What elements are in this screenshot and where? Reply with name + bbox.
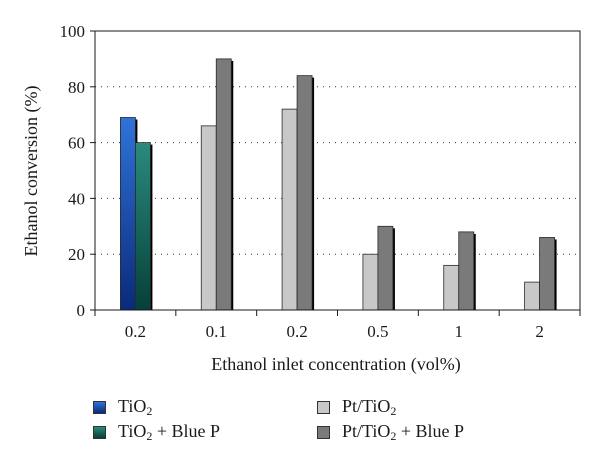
bar [215, 58, 232, 311]
legend-swatch-pt-tio2-blue-p [317, 426, 330, 439]
legend-item-pt-tio2-blue-p: Pt/TiO2 + Blue P [317, 421, 464, 444]
bar [200, 125, 217, 311]
bar [524, 281, 540, 311]
bar [458, 231, 475, 311]
bars [120, 58, 557, 311]
bar [362, 253, 379, 311]
legend-label-tio2: TiO2 [118, 396, 153, 418]
x-tick-label: 0.5 [367, 322, 388, 341]
axes: 0 20 40 60 80 100 0.2 0.1 0.2 0.5 1 2 [60, 22, 581, 341]
legend-item-tio2-blue-p: TiO2 + Blue P [93, 421, 220, 444]
legend-swatch-tio2-blue-p [93, 426, 106, 439]
legend-label-tio2-blue-p: TiO2 + Blue P [118, 421, 221, 443]
plot-frame [94, 30, 581, 311]
legend-label-pt-tio2-blue-p: Pt/TiO2 + Blue P [342, 421, 465, 443]
bar [539, 237, 555, 311]
legend-swatch-pt-tio2 [317, 401, 330, 414]
bar-shadow [149, 144, 153, 310]
x-tick-label: 1 [455, 322, 464, 341]
bar [443, 264, 460, 311]
bar [377, 225, 394, 311]
legend-item-tio2: TiO2 [93, 396, 152, 419]
y-tick-label: 100 [60, 22, 86, 41]
x-tick-label: 0.2 [125, 322, 146, 341]
bar-shadow [311, 77, 315, 310]
y-tick-label: 0 [77, 301, 86, 320]
legend-label-pt-tio2: Pt/TiO2 [342, 396, 397, 418]
y-tick-label: 80 [68, 78, 85, 97]
legend-item-pt-tio2: Pt/TiO2 [317, 396, 396, 419]
y-tick-label: 60 [68, 134, 85, 153]
bar-shadow [230, 60, 234, 311]
bar [296, 75, 313, 311]
bar-shadow [472, 233, 476, 310]
x-tick-label: 0.2 [286, 322, 307, 341]
grid-lines [95, 86, 580, 255]
bar [135, 142, 151, 311]
y-axis-label: Ethanol conversion (%) [21, 86, 42, 257]
x-axis-label: Ethanol inlet concentration (vol%) [211, 354, 460, 375]
x-tick-label: 0.1 [206, 322, 227, 341]
bar-shadow [553, 239, 557, 310]
y-tick-label: 40 [68, 189, 85, 208]
bar-shadow [391, 228, 395, 310]
bar [120, 117, 136, 311]
x-tick-label: 2 [535, 322, 544, 341]
y-tick-label: 20 [68, 245, 85, 264]
legend-swatch-tio2 [93, 401, 106, 414]
bar [281, 108, 298, 311]
